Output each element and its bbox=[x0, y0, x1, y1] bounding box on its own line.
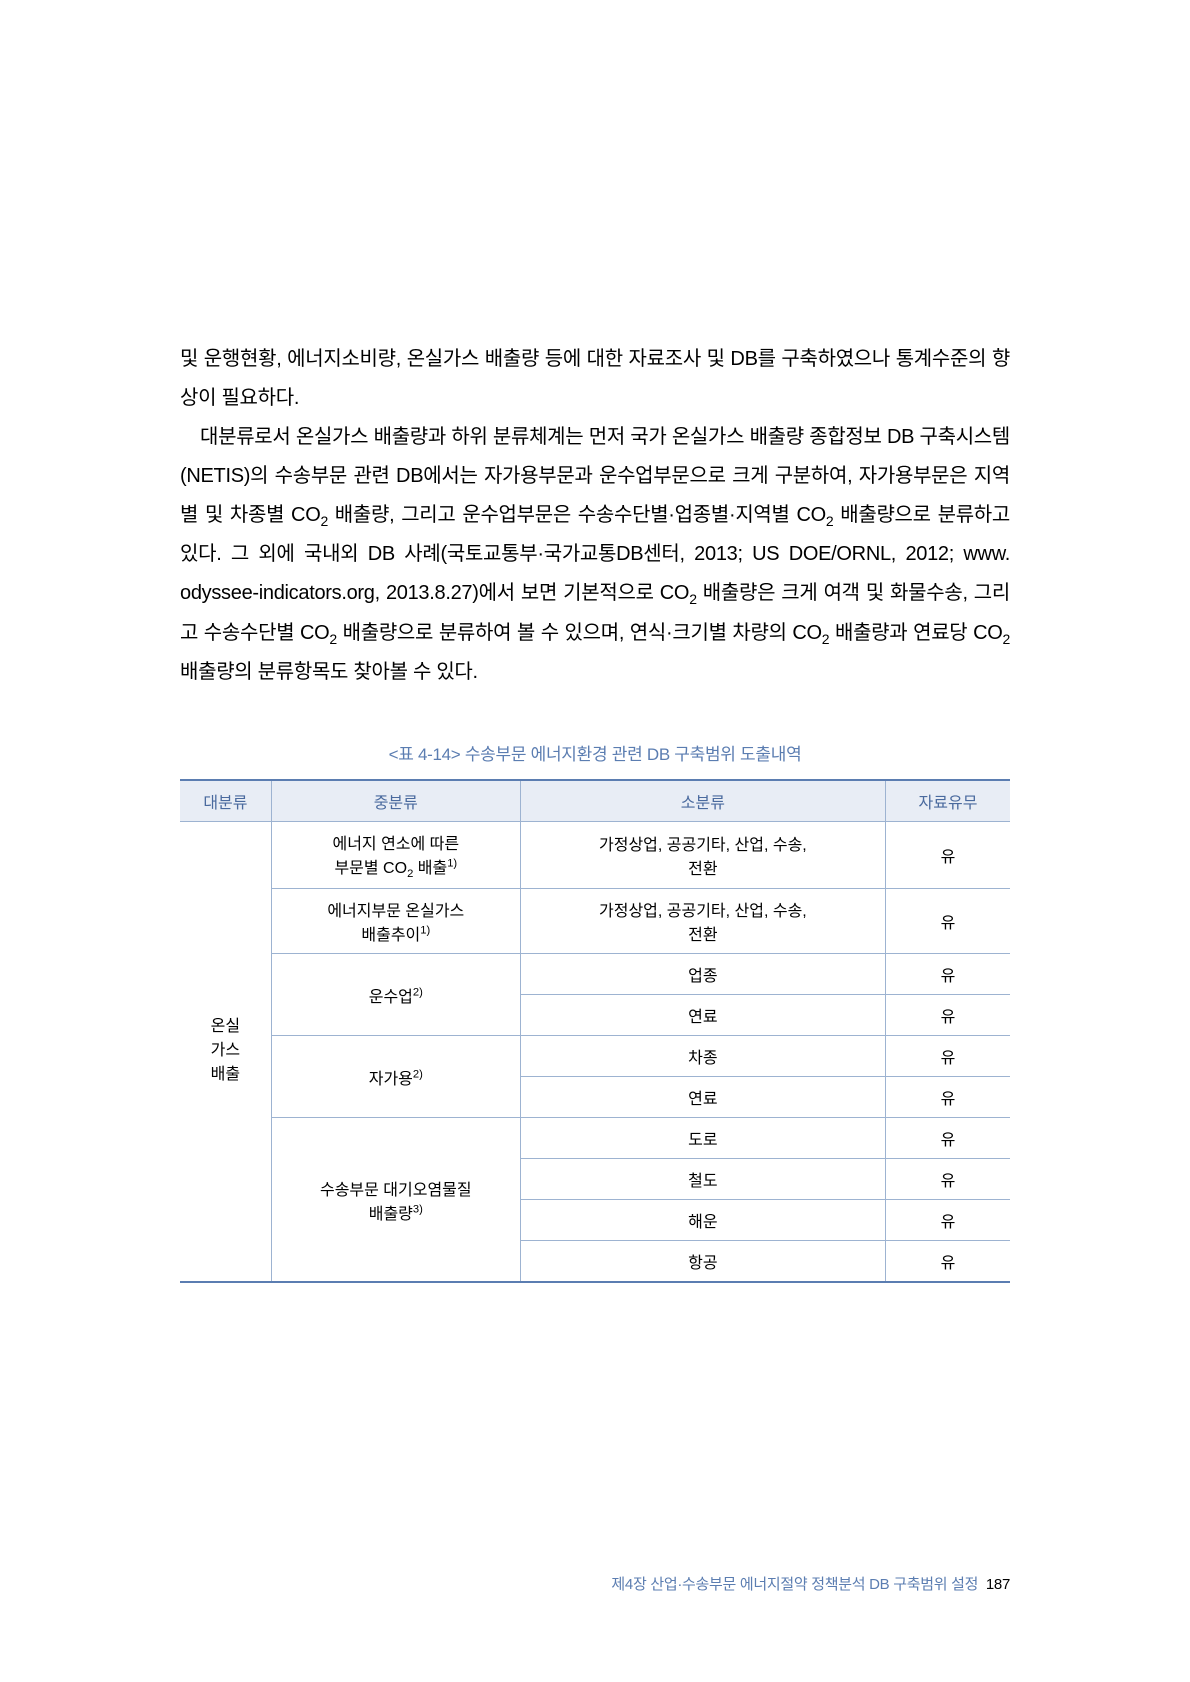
header-4: 자료유무 bbox=[885, 780, 1010, 822]
sub2: 가정상업, 공공기타, 산업, 수송, bbox=[599, 903, 807, 920]
paragraph-1: 및 운행현황, 에너지소비량, 온실가스 배출량 등에 대한 자료조사 및 DB… bbox=[180, 340, 1010, 418]
cell-sub4: 연료 bbox=[520, 995, 885, 1036]
cat1-line2: 가스 bbox=[211, 1042, 240, 1059]
header-1: 대분류 bbox=[180, 780, 271, 822]
sub1b: 전환 bbox=[688, 861, 717, 878]
cell-yes6: 유 bbox=[885, 1077, 1010, 1118]
cell-mid4: 자가용2) bbox=[271, 1036, 520, 1118]
cell-sub3: 업종 bbox=[520, 954, 885, 995]
table-header-row: 대분류 중분류 소분류 자료유무 bbox=[180, 780, 1010, 822]
cell-cat1: 온실 가스 배출 bbox=[180, 821, 271, 1282]
footer-chapter: 제4장 산업·수송부문 에너지절약 정책분석 DB 구축범위 설정 bbox=[611, 1576, 978, 1593]
mid2-sup: 1) bbox=[420, 925, 430, 937]
cell-yes8: 유 bbox=[885, 1159, 1010, 1200]
cell-mid1: 에너지 연소에 따른 부문별 CO2 배출1) bbox=[271, 821, 520, 888]
cat1-line1: 온실 bbox=[211, 1018, 240, 1035]
mid4: 자가용 bbox=[369, 1071, 413, 1088]
table-caption: <표 4-14> 수송부문 에너지환경 관련 DB 구축범위 도출내역 bbox=[180, 740, 1010, 765]
p2f: 배출량과 연료당 CO bbox=[829, 622, 1002, 644]
cat1-line3: 배출 bbox=[211, 1066, 240, 1083]
data-table: 대분류 중분류 소분류 자료유무 온실 가스 배출 에너지 연소에 따른 부문별… bbox=[180, 779, 1010, 1283]
cell-yes10: 유 bbox=[885, 1241, 1010, 1283]
footer-page-number: 187 bbox=[986, 1576, 1010, 1593]
sub2b: 전환 bbox=[688, 927, 717, 944]
table-row: 에너지부문 온실가스 배출추이1) 가정상업, 공공기타, 산업, 수송, 전환… bbox=[180, 889, 1010, 954]
mid5-sup: 3) bbox=[413, 1203, 423, 1215]
cell-sub10: 항공 bbox=[520, 1241, 885, 1283]
p2g: 배출량의 분류항목도 찾아볼 수 있다. bbox=[180, 661, 478, 683]
mid2a: 에너지부문 온실가스 bbox=[327, 903, 464, 920]
body-text: 및 운행현황, 에너지소비량, 온실가스 배출량 등에 대한 자료조사 및 DB… bbox=[180, 340, 1010, 692]
co2-sub-4: 2 bbox=[329, 631, 337, 647]
table-row: 자가용2) 차종 유 bbox=[180, 1036, 1010, 1077]
cell-mid2: 에너지부문 온실가스 배출추이1) bbox=[271, 889, 520, 954]
mid1c: 배출 bbox=[413, 860, 447, 877]
cell-sub2: 가정상업, 공공기타, 산업, 수송, 전환 bbox=[520, 889, 885, 954]
table-row: 운수업2) 업종 유 bbox=[180, 954, 1010, 995]
table-row: 수송부문 대기오염물질 배출량3) 도로 유 bbox=[180, 1118, 1010, 1159]
cell-sub6: 연료 bbox=[520, 1077, 885, 1118]
cell-mid5: 수송부문 대기오염물질 배출량3) bbox=[271, 1118, 520, 1283]
header-3: 소분류 bbox=[520, 780, 885, 822]
mid5a: 수송부문 대기오염물질 bbox=[320, 1182, 472, 1199]
header-2: 중분류 bbox=[271, 780, 520, 822]
cell-yes2: 유 bbox=[885, 889, 1010, 954]
cell-yes1: 유 bbox=[885, 821, 1010, 888]
mid1a: 에너지 연소에 따른 bbox=[332, 836, 459, 853]
page-footer: 제4장 산업·수송부문 에너지절약 정책분석 DB 구축범위 설정 187 bbox=[611, 1573, 1010, 1594]
p2b: 배출량, 그리고 운수업부문은 수송수단별·업종별·지역별 CO bbox=[328, 504, 826, 526]
cell-yes4: 유 bbox=[885, 995, 1010, 1036]
mid1b: 부문별 CO bbox=[334, 860, 407, 877]
cell-sub8: 철도 bbox=[520, 1159, 885, 1200]
cell-sub7: 도로 bbox=[520, 1118, 885, 1159]
cell-yes5: 유 bbox=[885, 1036, 1010, 1077]
cell-sub5: 차종 bbox=[520, 1036, 885, 1077]
mid4-sup: 2) bbox=[413, 1068, 423, 1080]
mid3-sup: 2) bbox=[413, 986, 423, 998]
cell-yes7: 유 bbox=[885, 1118, 1010, 1159]
cell-yes3: 유 bbox=[885, 954, 1010, 995]
mid3: 운수업 bbox=[369, 989, 413, 1006]
mid5b: 배출량 bbox=[369, 1206, 413, 1223]
co2-sub-6: 2 bbox=[1003, 631, 1011, 647]
table-row: 온실 가스 배출 에너지 연소에 따른 부문별 CO2 배출1) 가정상업, 공… bbox=[180, 821, 1010, 888]
cell-yes9: 유 bbox=[885, 1200, 1010, 1241]
cell-sub1: 가정상업, 공공기타, 산업, 수송, 전환 bbox=[520, 821, 885, 888]
co2-sub-3: 2 bbox=[689, 591, 697, 607]
sub1: 가정상업, 공공기타, 산업, 수송, bbox=[599, 837, 807, 854]
mid2b: 배출추이 bbox=[361, 927, 420, 944]
p2e: 배출량으로 분류하여 볼 수 있으며, 연식·크기별 차량의 CO bbox=[337, 622, 822, 644]
co2-sub-1: 2 bbox=[320, 513, 328, 529]
cell-sub9: 해운 bbox=[520, 1200, 885, 1241]
cell-mid3: 운수업2) bbox=[271, 954, 520, 1036]
p1-text: 및 운행현황, 에너지소비량, 온실가스 배출량 등에 대한 자료조사 및 DB… bbox=[180, 348, 1010, 409]
mid1-sup: 1) bbox=[447, 858, 457, 870]
paragraph-2: 대분류로서 온실가스 배출량과 하위 분류체계는 먼저 국가 온실가스 배출량 … bbox=[180, 418, 1010, 692]
